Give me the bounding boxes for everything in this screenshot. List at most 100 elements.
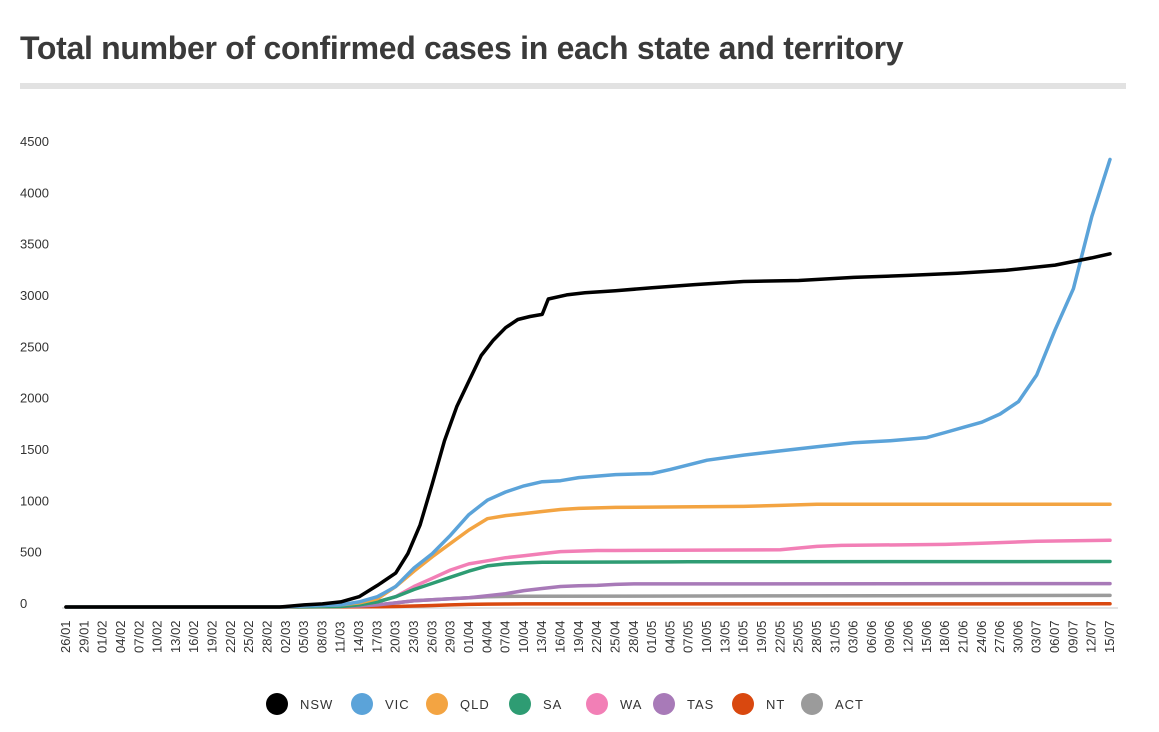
x-tick-label: 13/02 — [168, 620, 183, 653]
legend-swatch — [653, 693, 675, 715]
legend-swatch — [586, 693, 608, 715]
x-tick-label: 04/02 — [113, 620, 128, 653]
x-tick-label: 19/05 — [754, 620, 769, 653]
x-tick-label: 22/04 — [589, 620, 604, 653]
x-tick-label: 19/04 — [571, 620, 586, 653]
x-tick-label: 28/02 — [259, 620, 274, 653]
legend-swatch — [351, 693, 373, 715]
x-tick-label: 09/07 — [1065, 620, 1080, 653]
x-tick-label: 15/07 — [1102, 620, 1117, 653]
series-line-nsw — [64, 252, 1112, 609]
x-tick-label: 28/04 — [626, 620, 641, 653]
x-tick-label: 10/04 — [516, 620, 531, 653]
x-tick-label: 09/06 — [882, 620, 897, 653]
x-tick-label: 18/06 — [937, 620, 952, 653]
chart-legend: NSW VIC QLD SA WA TAS NT ACT — [0, 690, 1159, 718]
y-tick-label: 3500 — [20, 237, 49, 252]
x-tick-label: 22/05 — [772, 620, 787, 653]
x-tick-label: 25/05 — [791, 620, 806, 653]
legend-swatch — [732, 693, 754, 715]
legend-swatch — [801, 693, 823, 715]
y-tick-label: 3000 — [20, 288, 49, 303]
legend-label: TAS — [687, 696, 715, 712]
x-tick-label: 20/03 — [388, 620, 403, 653]
x-tick-label: 17/03 — [369, 620, 384, 653]
x-tick-label: 26/01 — [58, 620, 73, 653]
legend-label: QLD — [460, 696, 490, 712]
x-tick-label: 07/02 — [131, 620, 146, 653]
x-tick-label: 12/07 — [1084, 620, 1099, 653]
legend-item-tas[interactable]: TAS — [653, 690, 714, 718]
x-tick-label: 16/04 — [553, 620, 568, 653]
x-tick-label: 21/06 — [955, 620, 970, 653]
x-tick-label: 08/03 — [314, 620, 329, 653]
x-tick-label: 01/05 — [644, 620, 659, 653]
x-tick-label: 16/05 — [736, 620, 751, 653]
series-line-sa — [64, 559, 1112, 609]
x-tick-label: 30/06 — [1010, 620, 1025, 653]
x-tick-label: 27/06 — [992, 620, 1007, 653]
legend-swatch — [509, 693, 531, 715]
x-tick-label: 26/03 — [424, 620, 439, 653]
legend-label: ACT — [835, 696, 864, 712]
y-tick-label: 2500 — [20, 339, 49, 354]
x-tick-label: 25/04 — [607, 620, 622, 653]
y-tick-label: 500 — [20, 545, 42, 560]
x-tick-label: 06/07 — [1047, 620, 1062, 653]
x-tick-label: 04/05 — [662, 620, 677, 653]
y-tick-label: 4500 — [20, 134, 49, 149]
x-tick-label: 06/06 — [864, 620, 879, 653]
x-tick-label: 02/03 — [278, 620, 293, 653]
y-tick-label: 1000 — [20, 493, 49, 508]
legend-label: NT — [766, 696, 786, 712]
legend-item-qld[interactable]: QLD — [426, 690, 490, 718]
x-tick-label: 25/02 — [241, 620, 256, 653]
y-tick-label: 0 — [20, 596, 27, 611]
x-tick-label: 29/01 — [76, 620, 91, 653]
x-tick-label: 11/03 — [333, 621, 348, 653]
x-tick-label: 19/02 — [205, 620, 220, 653]
chart-title: Total number of confirmed cases in each … — [20, 30, 904, 66]
x-tick-label: 28/05 — [809, 620, 824, 653]
series-line-vic — [64, 157, 1112, 609]
x-tick-label: 13/05 — [717, 620, 732, 653]
x-tick-label: 23/03 — [406, 620, 421, 653]
x-tick-label: 03/07 — [1029, 620, 1044, 653]
line-chart: 0 500 1000 1500 2000 2500 3000 3500 4000 4500 26/0… — [20, 134, 1118, 653]
series-line-qld — [64, 502, 1112, 609]
x-tick-label: 16/02 — [186, 620, 201, 653]
legend-label: VIC — [385, 696, 410, 712]
y-tick-label: 4000 — [20, 185, 49, 200]
legend-label: NSW — [300, 696, 334, 712]
legend-item-nt[interactable]: NT — [732, 690, 785, 718]
x-tick-label: 14/03 — [351, 620, 366, 653]
y-tick-label: 1500 — [20, 442, 49, 457]
x-tick-label: 01/04 — [461, 620, 476, 653]
legend-item-wa[interactable]: WA — [586, 690, 642, 718]
x-tick-label: 12/06 — [901, 620, 916, 653]
legend-label: WA — [620, 696, 643, 712]
x-tick-label: 07/05 — [681, 620, 696, 653]
x-tick-label: 03/06 — [846, 620, 861, 653]
x-tick-label: 10/05 — [699, 620, 714, 653]
x-tick-label: 07/04 — [498, 620, 513, 653]
x-tick-label: 13/04 — [534, 620, 549, 653]
legend-item-act[interactable]: ACT — [801, 690, 864, 718]
x-tick-label: 22/02 — [223, 620, 238, 653]
x-tick-label: 31/05 — [827, 620, 842, 653]
title-divider — [20, 83, 1126, 89]
x-tick-label: 15/06 — [919, 620, 934, 653]
legend-item-nsw[interactable]: NSW — [266, 690, 333, 718]
x-tick-label: 24/06 — [974, 620, 989, 653]
x-tick-label: 29/03 — [443, 620, 458, 653]
x-tick-label: 01/02 — [95, 620, 110, 653]
y-tick-label: 2000 — [20, 391, 49, 406]
x-tick-label: 04/04 — [479, 620, 494, 653]
x-tick-label: 05/03 — [296, 620, 311, 653]
legend-item-vic[interactable]: VIC — [351, 690, 410, 718]
legend-label: SA — [543, 696, 563, 712]
x-tick-label: 10/02 — [150, 620, 165, 653]
legend-swatch — [266, 693, 288, 715]
legend-item-sa[interactable]: SA — [509, 690, 562, 718]
legend-swatch — [426, 693, 448, 715]
